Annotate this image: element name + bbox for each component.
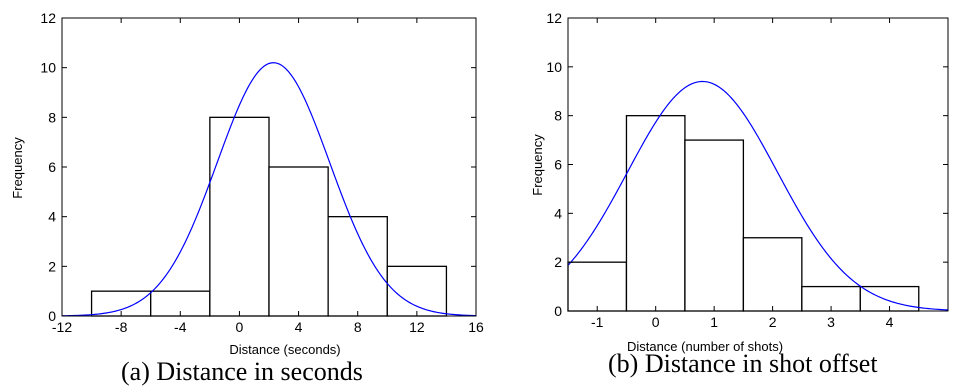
caption-a: (a) Distance in seconds [121,357,363,386]
x-tick-label-a-6: 12 [409,319,425,335]
y-tick-label-a-4: 8 [48,109,56,125]
caption-b: (b) Distance in shot offset [608,349,878,378]
histogram-bar-b-1 [625,115,686,312]
x-tick-label-a-3: 0 [236,319,244,335]
histogram-bar-a-2 [209,116,270,317]
x-tick-label-a-0: -12 [52,319,72,335]
x-tick-label-b-4: 3 [827,314,835,330]
chart-panel-a: -12 -8 -4 0 4 8 12 16 0 2 4 6 8 10 12 Distance (seconds… [10,10,484,357]
histogram-bar-b-5 [859,285,920,312]
x-tick-label-b-1: 0 [652,314,660,330]
histogram-bar-a-5 [386,265,448,317]
y-tick-label-a-0: 0 [48,308,56,324]
y-tick-label-b-4: 8 [554,108,562,124]
x-tick-label-a-2: -4 [174,319,187,335]
x-tick-label-a-4: 4 [295,319,303,335]
x-tick-label-a-1: -8 [115,319,128,335]
y-tick-label-b-3: 6 [554,157,562,173]
x-tick-label-b-3: 2 [769,314,777,330]
x-tick-label-b-2: 1 [710,314,718,330]
x-tick-label-a-7: 16 [468,319,484,335]
x-axis-label-a: Distance (seconds) [229,342,340,357]
x-tick-label-b-0: -1 [591,314,604,330]
fit-curve-b [567,80,949,311]
y-tick-label-a-1: 2 [48,258,56,274]
y-tick-label-b-6: 12 [546,10,562,26]
y-tick-label-a-2: 4 [48,209,56,225]
y-tick-label-a-3: 6 [48,159,56,175]
y-axis-label-b: Frequency [530,134,545,196]
y-axis-label-a: Frequency [10,137,25,199]
x-axis-label-b: Distance (number of shots) [627,339,783,354]
histogram-bar-a-4 [327,216,388,317]
x-tick-label-a-5: 8 [354,319,362,335]
y-tick-label-b-0: 0 [554,303,562,319]
y-tick-label-b-2: 4 [554,205,562,221]
histogram-bar-a-3 [268,166,329,317]
histogram-bar-b-3 [742,237,803,312]
histogram-bar-b-0 [567,261,628,312]
fit-curve-a [61,62,477,317]
y-tick-label-b-1: 2 [554,254,562,270]
histogram-bar-b-2 [684,139,745,312]
x-tick-label-b-5: 4 [886,314,894,330]
y-tick-label-a-6: 12 [40,10,56,26]
y-tick-label-a-5: 10 [40,60,56,76]
y-tick-label-b-5: 10 [546,59,562,75]
